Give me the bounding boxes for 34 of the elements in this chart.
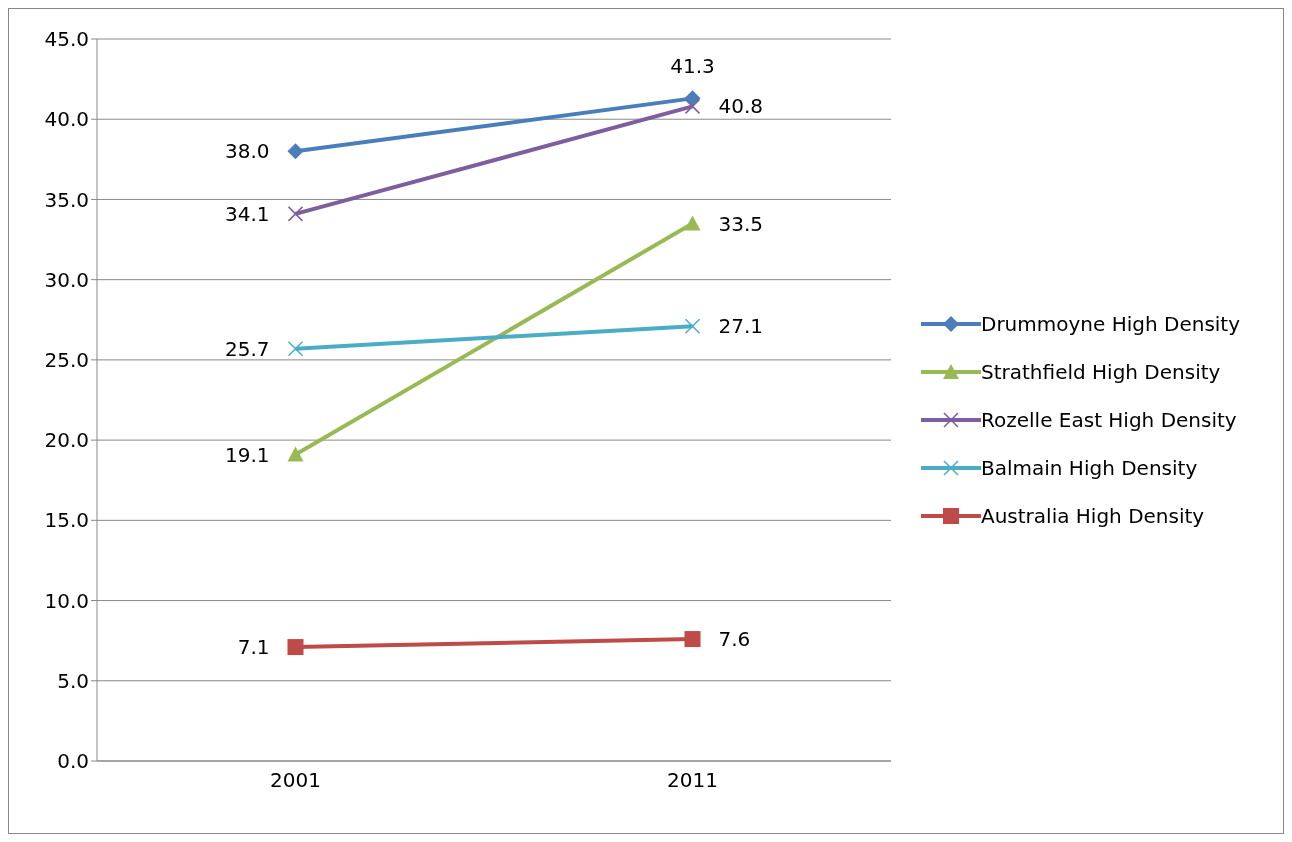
x-tick-label: 2001 xyxy=(270,768,321,793)
data-label: 38.0 xyxy=(224,139,270,164)
y-tick-label: 10.0 xyxy=(44,588,89,613)
data-label: 34.1 xyxy=(224,201,270,226)
legend-label: Australia High Density xyxy=(981,504,1205,528)
data-label: 33.5 xyxy=(718,211,764,236)
legend-label: Drummoyne High Density xyxy=(981,312,1241,336)
data-label: 25.7 xyxy=(224,336,270,361)
y-tick-label: 5.0 xyxy=(57,668,89,693)
point xyxy=(287,206,304,222)
y-tick-label: 30.0 xyxy=(44,267,89,292)
point xyxy=(684,318,701,334)
y-tick-label: 25.0 xyxy=(44,347,89,372)
x-tick-label: 2011 xyxy=(667,768,718,793)
data-label: 7.1 xyxy=(237,635,270,660)
y-tick-label: 20.0 xyxy=(44,428,89,453)
point xyxy=(287,143,304,160)
y-tick-label: 40.0 xyxy=(44,107,89,132)
point xyxy=(684,631,701,648)
data-label: 27.1 xyxy=(718,314,764,339)
legend-label: Balmain High Density xyxy=(981,456,1198,480)
y-tick-label: 45.0 xyxy=(44,27,89,52)
y-tick-label: 35.0 xyxy=(44,187,89,212)
legend-label: Rozelle East High Density xyxy=(981,408,1237,432)
data-label: 19.1 xyxy=(224,442,270,467)
point xyxy=(287,340,304,357)
point xyxy=(684,98,701,115)
y-tick-label: 0.0 xyxy=(57,749,89,774)
point xyxy=(287,639,304,656)
y-tick-label: 15.0 xyxy=(44,508,89,533)
data-label: 41.3 xyxy=(670,54,715,79)
data-label: 40.8 xyxy=(718,94,764,119)
data-label: 7.6 xyxy=(718,627,751,652)
legend-label: Strathfield High Density xyxy=(981,360,1221,384)
